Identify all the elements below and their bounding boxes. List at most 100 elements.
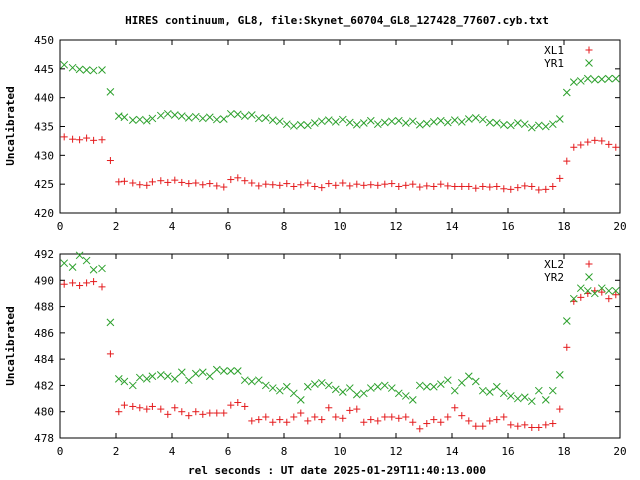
point-xl1 bbox=[199, 181, 207, 189]
point-xl2 bbox=[430, 416, 438, 424]
point-yr2 bbox=[114, 375, 123, 383]
point-xl2 bbox=[199, 410, 207, 418]
point-yr2 bbox=[359, 389, 368, 398]
point-yr1 bbox=[331, 118, 340, 126]
point-yr2 bbox=[541, 396, 550, 404]
top-legend-label-1: XL1 bbox=[544, 44, 564, 57]
point-yr1 bbox=[254, 114, 263, 123]
point-yr2 bbox=[226, 367, 235, 375]
point-xl1 bbox=[409, 180, 417, 188]
point-yr1 bbox=[198, 114, 207, 123]
point-yr1 bbox=[408, 117, 417, 126]
bottom-x-tick-label: 10 bbox=[333, 445, 346, 458]
top-y-tick-label: 430 bbox=[34, 149, 54, 162]
point-xl2 bbox=[318, 416, 326, 424]
point-yr1 bbox=[352, 120, 361, 129]
point-xl1 bbox=[255, 182, 263, 190]
point-xl2 bbox=[98, 283, 106, 291]
point-xl1 bbox=[605, 140, 613, 148]
point-xl2 bbox=[248, 417, 256, 425]
point-xl1 bbox=[388, 180, 396, 188]
chart-title: HIRES continuum, GL8, file:Skynet_60704_… bbox=[125, 14, 549, 27]
point-xl1 bbox=[339, 179, 347, 187]
point-xl1 bbox=[570, 143, 578, 151]
point-yr1 bbox=[597, 75, 606, 84]
point-xl1 bbox=[269, 181, 277, 189]
point-xl1 bbox=[395, 182, 403, 190]
point-xl1 bbox=[143, 181, 151, 189]
point-yr1 bbox=[611, 74, 620, 83]
bottom-x-tick-label: 6 bbox=[225, 445, 232, 458]
point-xl1 bbox=[402, 181, 410, 189]
point-xl2 bbox=[297, 409, 305, 417]
point-yr2 bbox=[387, 384, 396, 392]
point-yr2 bbox=[520, 393, 529, 402]
point-yr2 bbox=[198, 368, 207, 377]
bottom-y-tick-label: 478 bbox=[34, 432, 54, 445]
point-yr1 bbox=[394, 116, 403, 125]
point-yr1 bbox=[380, 118, 389, 127]
point-xl1 bbox=[262, 180, 270, 188]
point-yr2 bbox=[590, 289, 599, 298]
point-yr2 bbox=[148, 372, 157, 381]
top-y-tick-label: 440 bbox=[34, 92, 54, 105]
point-xl1 bbox=[521, 182, 529, 190]
point-xl1 bbox=[76, 136, 84, 144]
point-xl2 bbox=[423, 420, 431, 428]
point-yr2 bbox=[219, 367, 228, 375]
point-xl1 bbox=[591, 136, 599, 144]
point-xl1 bbox=[241, 177, 249, 185]
bottom-y-tick-label: 488 bbox=[34, 301, 54, 314]
point-yr1 bbox=[89, 66, 98, 75]
point-yr2 bbox=[583, 286, 592, 295]
bottom-legend-label-2: YR2 bbox=[544, 271, 564, 284]
top-x-tick-label: 8 bbox=[281, 220, 288, 233]
point-xl2 bbox=[206, 409, 214, 417]
point-xl2 bbox=[148, 402, 156, 410]
point-yr2 bbox=[296, 396, 305, 404]
point-xl2 bbox=[549, 420, 557, 428]
point-xl1 bbox=[234, 174, 242, 182]
bottom-y-tick-label: 482 bbox=[34, 379, 54, 392]
point-yr2 bbox=[597, 284, 606, 293]
top-y-tick-label: 435 bbox=[34, 121, 54, 134]
bottom-x-tick-label: 18 bbox=[557, 445, 570, 458]
point-xl1 bbox=[451, 182, 459, 190]
point-xl1 bbox=[220, 183, 228, 191]
point-xl2 bbox=[395, 414, 403, 422]
point-xl1 bbox=[69, 135, 77, 143]
top-y-tick-label: 420 bbox=[34, 207, 54, 220]
point-yr1 bbox=[359, 119, 368, 127]
top-x-tick-label: 10 bbox=[333, 220, 346, 233]
point-yr1 bbox=[68, 63, 77, 72]
point-yr1 bbox=[310, 119, 319, 127]
point-xl2 bbox=[479, 422, 487, 430]
point-xl1 bbox=[206, 180, 214, 188]
point-xl2 bbox=[171, 404, 179, 412]
point-xl1 bbox=[423, 182, 431, 190]
legend-marker-xl2 bbox=[585, 260, 593, 268]
point-yr1 bbox=[506, 121, 515, 130]
point-xl2 bbox=[507, 421, 515, 429]
bottom-y-tick-label: 486 bbox=[34, 327, 54, 340]
point-yr2 bbox=[499, 389, 508, 398]
point-yr2 bbox=[415, 381, 424, 390]
point-yr2 bbox=[170, 375, 179, 383]
point-xl2 bbox=[535, 423, 543, 431]
point-yr2 bbox=[429, 382, 438, 391]
point-xl2 bbox=[353, 405, 361, 413]
point-xl1 bbox=[367, 181, 375, 189]
point-xl2 bbox=[451, 404, 459, 412]
point-xl2 bbox=[458, 412, 466, 420]
point-yr2 bbox=[366, 384, 375, 392]
point-yr2 bbox=[569, 294, 578, 303]
point-yr1 bbox=[148, 114, 157, 123]
point-yr1 bbox=[303, 121, 312, 130]
point-xl2 bbox=[227, 401, 235, 409]
legend-marker-yr1 bbox=[585, 59, 593, 67]
point-yr1 bbox=[60, 60, 69, 69]
point-yr2 bbox=[604, 286, 613, 295]
point-xl2 bbox=[444, 413, 452, 421]
point-yr1 bbox=[373, 120, 382, 129]
